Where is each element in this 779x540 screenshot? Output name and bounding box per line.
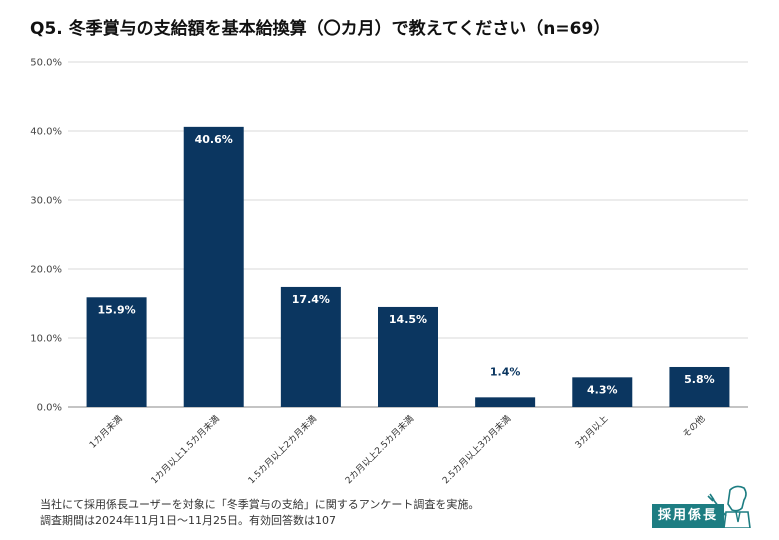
brand-logo: 採用係長 [652, 482, 752, 528]
y-tick-label: 50.0% [30, 58, 62, 69]
data-label: 5.8% [684, 373, 715, 386]
bar [86, 297, 147, 407]
x-tick-label: 1カ月以上1.5カ月未満 [148, 413, 222, 487]
bar-chart: 0.0% 10.0% 20.0% 30.0% 40.0% 50.0% 15.9% 1カ月未満 4… [30, 58, 748, 487]
footnote-line-1: 当社にて採用係長ユーザーを対象に「冬季賞与の支給」に関するアンケート調査を実施。 [40, 498, 480, 511]
chart-title: Q5. 冬季賞与の支給額を基本給換算（〇カ月）で教えてください（n=69） [30, 19, 611, 39]
bar [475, 397, 536, 407]
footnote: 当社にて採用係長ユーザーを対象に「冬季賞与の支給」に関するアンケート調査を実施。… [40, 497, 479, 529]
x-tick-label: 1.5カ月以上2カ月未満 [245, 413, 319, 487]
data-label: 14.5% [389, 313, 427, 326]
x-tick-label: 3カ月以上 [573, 413, 610, 450]
y-tick-label: 10.0% [30, 334, 62, 345]
data-label: 4.3% [587, 383, 618, 396]
data-label: 1.4% [490, 365, 521, 378]
y-tick-label: 20.0% [30, 265, 62, 276]
x-tick-label: 2.5カ月以上3カ月未満 [440, 413, 514, 487]
bar [280, 286, 341, 407]
y-tick-label: 0.0% [37, 403, 62, 414]
footnote-line-2: 調査期間は2024年11月1日〜11月25日。有効回答数は107 [40, 514, 336, 527]
x-tick-label: 1カ月未満 [87, 413, 125, 451]
manager-mascot-icon [707, 485, 751, 528]
x-tick-label: 2カ月以上2.5カ月未満 [343, 413, 417, 487]
y-tick-label: 40.0% [30, 127, 62, 138]
bar [572, 377, 633, 407]
logo-text: 採用係長 [652, 504, 724, 528]
bar [183, 126, 244, 408]
data-label: 40.6% [195, 133, 233, 146]
data-label: 15.9% [97, 303, 135, 316]
bar [669, 366, 730, 407]
x-tick-label: その他 [680, 413, 708, 441]
y-tick-label: 30.0% [30, 196, 62, 207]
data-label: 17.4% [292, 293, 330, 306]
bar [378, 306, 438, 407]
